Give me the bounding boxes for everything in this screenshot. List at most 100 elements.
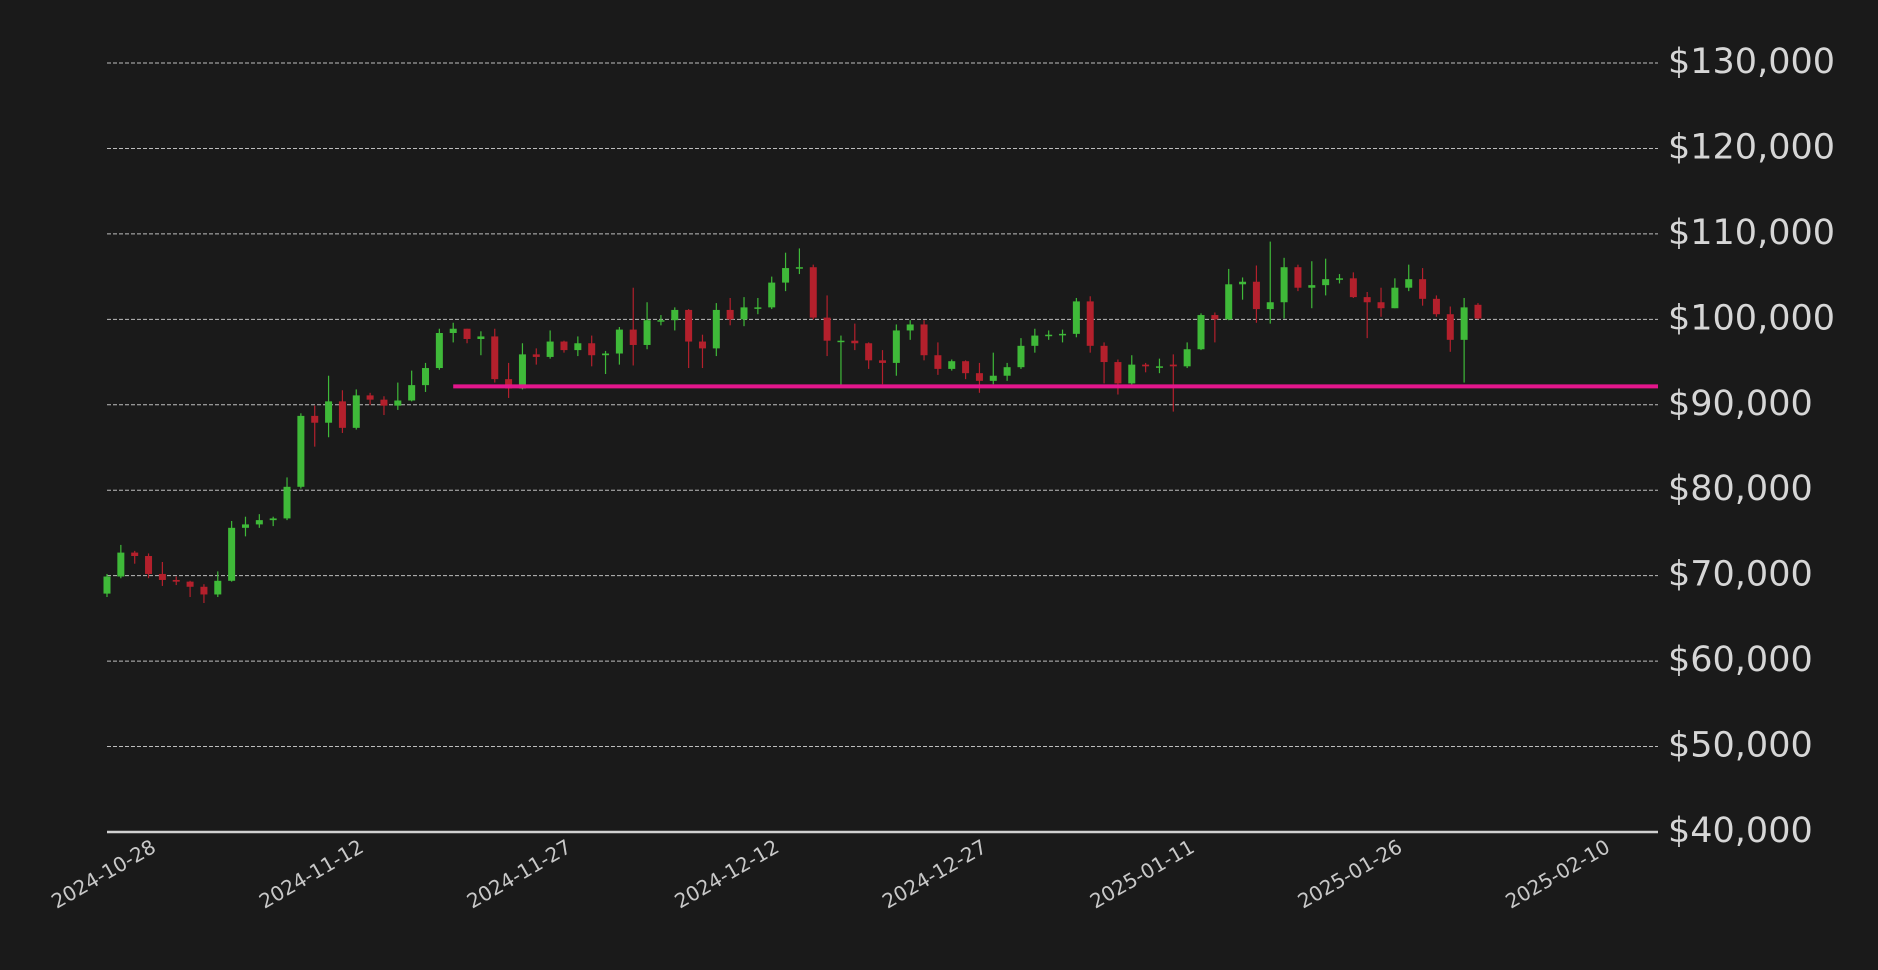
candle-body: [449, 328, 457, 334]
candle-body: [685, 309, 693, 342]
candle-body: [117, 552, 125, 577]
y-tick-label: $120,000: [1668, 127, 1835, 167]
candle-body: [962, 361, 970, 374]
candle-body: [1114, 362, 1122, 384]
candle-body: [366, 395, 374, 400]
candle-body: [1017, 345, 1025, 368]
y-tick-label: $90,000: [1668, 384, 1813, 424]
candle-body: [1031, 335, 1039, 346]
candle-body: [615, 329, 623, 354]
candle-body: [1252, 281, 1260, 310]
candle-body: [1460, 307, 1468, 340]
candle-body: [851, 340, 859, 344]
candle-body: [311, 415, 319, 423]
y-tick-label: $130,000: [1668, 42, 1835, 82]
candle-body: [269, 518, 277, 521]
candle-body: [1059, 333, 1067, 336]
candle-body: [1100, 345, 1108, 363]
candle-body: [394, 400, 402, 406]
candle-body: [989, 375, 997, 381]
candle-body: [532, 354, 540, 357]
candle-body: [574, 343, 582, 351]
candle-body: [1086, 301, 1094, 346]
candle-body: [782, 268, 790, 283]
candle-body: [906, 324, 914, 331]
candle-body: [158, 573, 166, 580]
candle-body: [338, 401, 346, 428]
candle-body: [837, 340, 845, 343]
candle-body: [657, 320, 665, 322]
candle-body: [1183, 349, 1191, 367]
candle-body: [145, 556, 153, 574]
y-tick-label: $100,000: [1668, 298, 1835, 338]
candle-body: [1405, 279, 1413, 288]
candle-body: [1446, 314, 1454, 340]
candle-body: [795, 267, 803, 269]
candle-body: [1280, 267, 1288, 303]
candle-body: [1169, 364, 1177, 367]
candle-body: [948, 361, 956, 369]
candle-body: [671, 309, 679, 321]
candle-body: [214, 580, 222, 595]
candle-body: [131, 552, 139, 557]
candle-body: [325, 401, 333, 423]
candle-body: [422, 368, 430, 386]
candle-body: [879, 360, 886, 363]
candle-body: [352, 395, 360, 428]
candle-body: [408, 385, 416, 401]
candle-body: [726, 309, 734, 320]
candle-body: [491, 336, 499, 380]
candle-body: [975, 373, 983, 381]
candle-body: [1335, 278, 1343, 280]
candle-body: [1419, 279, 1427, 299]
candle-body: [1155, 366, 1163, 368]
y-tick-label: $50,000: [1668, 726, 1813, 766]
candle-body: [1197, 315, 1205, 350]
candle-body: [1391, 287, 1399, 309]
candle-body: [560, 341, 568, 351]
candle-body: [103, 576, 111, 594]
candle-body: [712, 309, 720, 349]
candle-body: [1377, 302, 1385, 309]
candle-body: [463, 328, 471, 339]
candle-body: [1363, 297, 1371, 303]
candle-body: [228, 527, 236, 581]
candle-body: [602, 353, 610, 356]
candle-body: [186, 581, 194, 587]
candle-body: [297, 415, 305, 487]
candle-body: [892, 330, 900, 363]
candle-body: [823, 317, 831, 341]
candle-body: [1072, 301, 1080, 334]
candle-body: [505, 379, 513, 389]
candle-body: [255, 520, 263, 525]
candle-body: [754, 307, 762, 309]
candle-body: [1432, 298, 1440, 315]
candle-body: [768, 282, 776, 308]
candle-body: [241, 524, 249, 528]
candle-body: [809, 267, 817, 318]
candle-body: [283, 486, 291, 519]
candle-body: [920, 324, 928, 356]
candle-body: [546, 341, 554, 357]
candle-body: [172, 579, 180, 582]
candle-body: [1474, 304, 1482, 319]
candle-body: [1142, 364, 1150, 367]
candle-body: [1266, 302, 1274, 310]
candle-body: [1239, 281, 1247, 285]
y-tick-label: $70,000: [1668, 555, 1813, 595]
candle-body: [740, 307, 748, 320]
candle-body: [629, 329, 637, 345]
candle-body: [1349, 278, 1357, 298]
candle-body: [435, 333, 443, 369]
candle-body: [380, 399, 388, 406]
candle-body: [477, 336, 485, 339]
y-tick-label: $80,000: [1668, 469, 1813, 509]
candle-body: [698, 341, 706, 349]
candle-body: [934, 355, 942, 369]
candle-body: [1045, 334, 1053, 337]
y-tick-label: $110,000: [1668, 213, 1835, 253]
y-tick-label: $40,000: [1668, 811, 1813, 851]
